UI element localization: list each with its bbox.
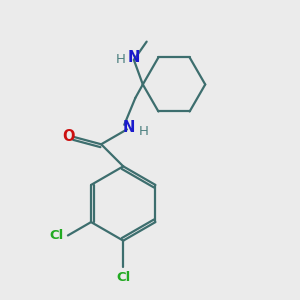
- Text: N: N: [128, 50, 140, 65]
- Text: O: O: [62, 129, 75, 144]
- Text: N: N: [122, 120, 135, 135]
- Text: Cl: Cl: [49, 229, 64, 242]
- Text: Cl: Cl: [116, 271, 130, 284]
- Text: H: H: [116, 53, 125, 66]
- Text: H: H: [138, 125, 148, 138]
